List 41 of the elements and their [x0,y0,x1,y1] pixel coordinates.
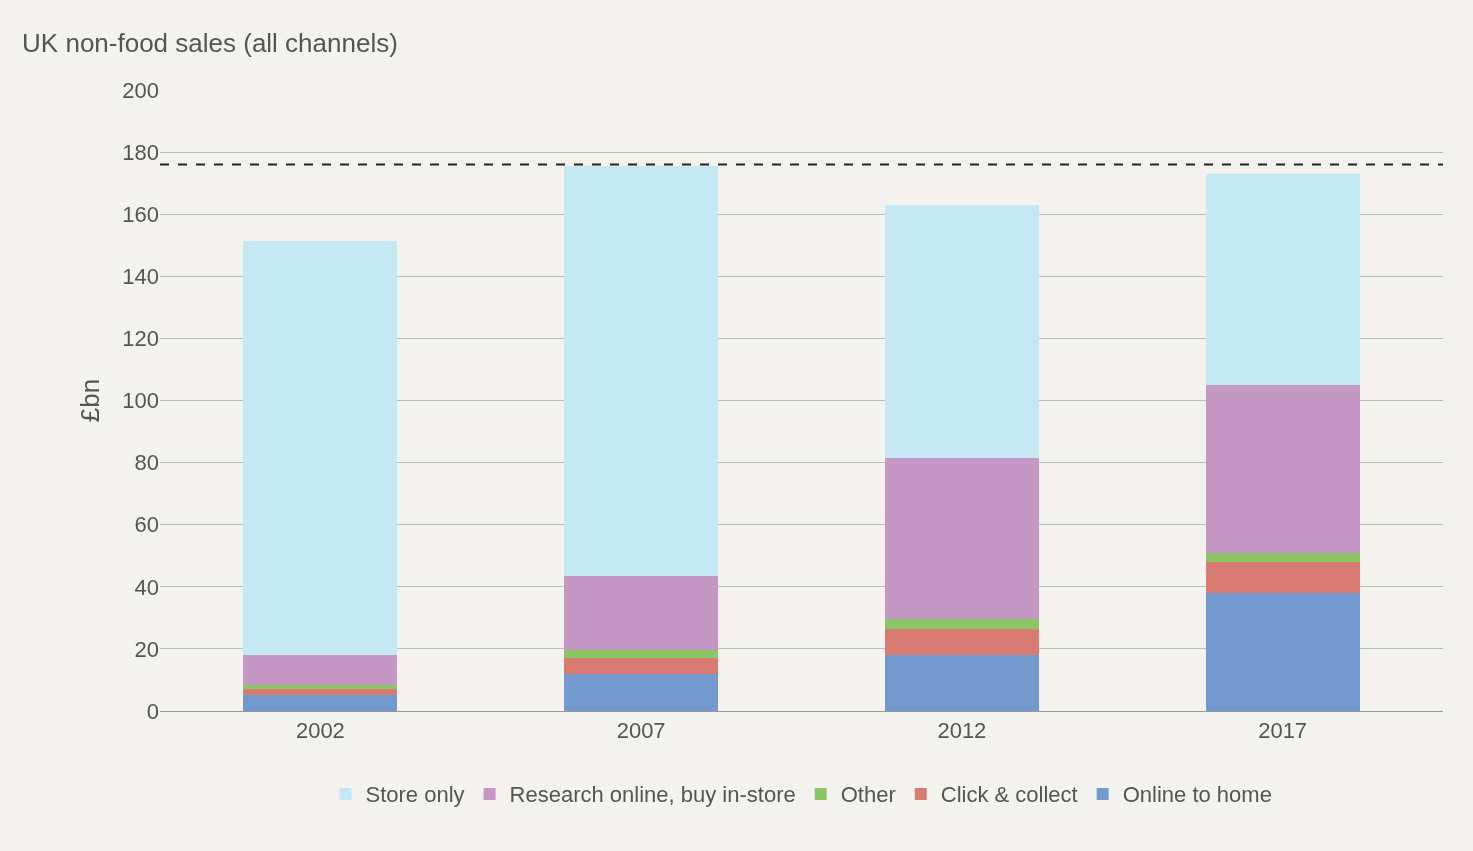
legend-label: Store only [365,782,465,808]
chart-title: UK non-food sales (all channels) [22,28,398,59]
bar [564,166,719,576]
legend-label: Other [840,782,896,808]
y-tick-label: 180 [122,139,159,165]
bar [884,457,1039,620]
y-axis-title: £bn [74,378,105,423]
y-tick-label: 120 [122,326,159,352]
bar [1205,593,1360,711]
bar [564,658,719,674]
bar [1205,173,1360,385]
y-tick-label: 80 [134,450,159,476]
bar [884,204,1039,458]
y-tick-label: 100 [122,388,159,414]
legend-label: Online to home [1122,782,1272,808]
y-tick-label: 60 [134,512,159,538]
x-tick-label: 2002 [295,718,345,744]
y-tick-label: 20 [134,636,159,662]
y-tick-label: 40 [134,574,159,600]
bar [1205,561,1360,594]
bar [564,650,719,659]
x-tick-label: 2007 [616,718,666,744]
bar [243,655,398,685]
x-tick-label: 2017 [1258,718,1308,744]
bar [1205,384,1360,553]
y-tick-label: 200 [122,77,159,103]
bar [884,655,1039,711]
bar [1205,552,1360,562]
x-tick-label: 2012 [937,718,987,744]
bar [243,695,398,711]
y-tick-label: 140 [122,264,159,289]
bar [884,619,1039,629]
y-tick-label: 0 [146,698,159,724]
legend-label: Click & collect [940,782,1078,808]
legend-label: Research online, buy in-store [509,782,796,808]
bar [564,673,719,711]
bar [564,575,719,651]
bar [243,689,398,696]
bar [243,240,398,656]
bar [884,628,1039,656]
y-tick-label: 160 [122,201,159,227]
